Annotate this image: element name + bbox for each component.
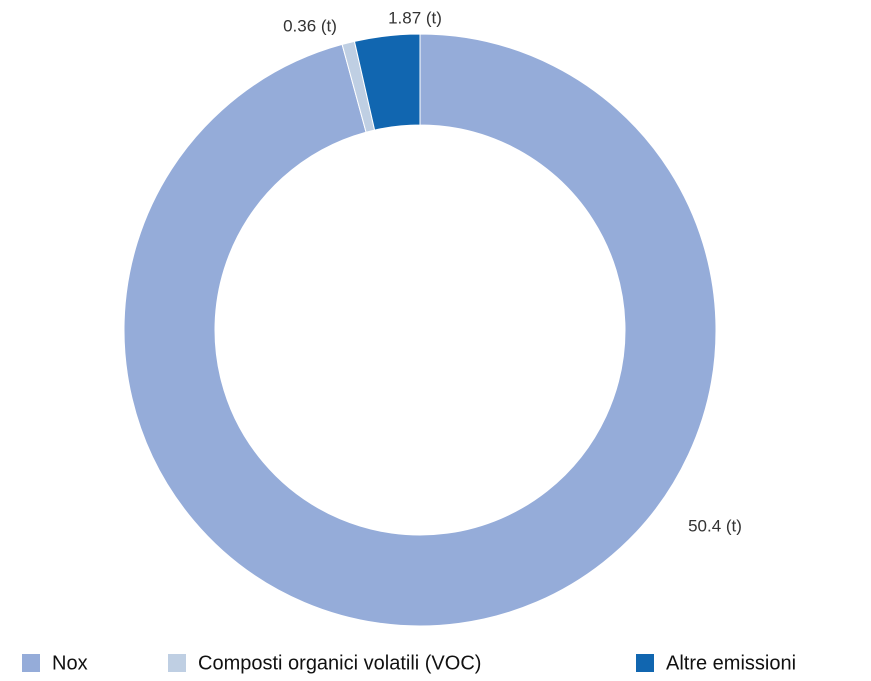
legend-label: Composti organici volatili (VOC) bbox=[198, 652, 481, 674]
donut-slice bbox=[123, 33, 717, 627]
legend-swatch bbox=[636, 654, 654, 672]
legend-label: Nox bbox=[52, 652, 88, 674]
legend-swatch bbox=[168, 654, 186, 672]
donut-slice bbox=[353, 33, 421, 131]
value-label: 0.36 (t) bbox=[283, 16, 337, 35]
value-label: 1.87 (t) bbox=[388, 8, 442, 27]
legend-label: Altre emissioni bbox=[666, 652, 796, 674]
value-label: 50.4 (t) bbox=[688, 516, 742, 535]
legend-swatch bbox=[22, 654, 40, 672]
